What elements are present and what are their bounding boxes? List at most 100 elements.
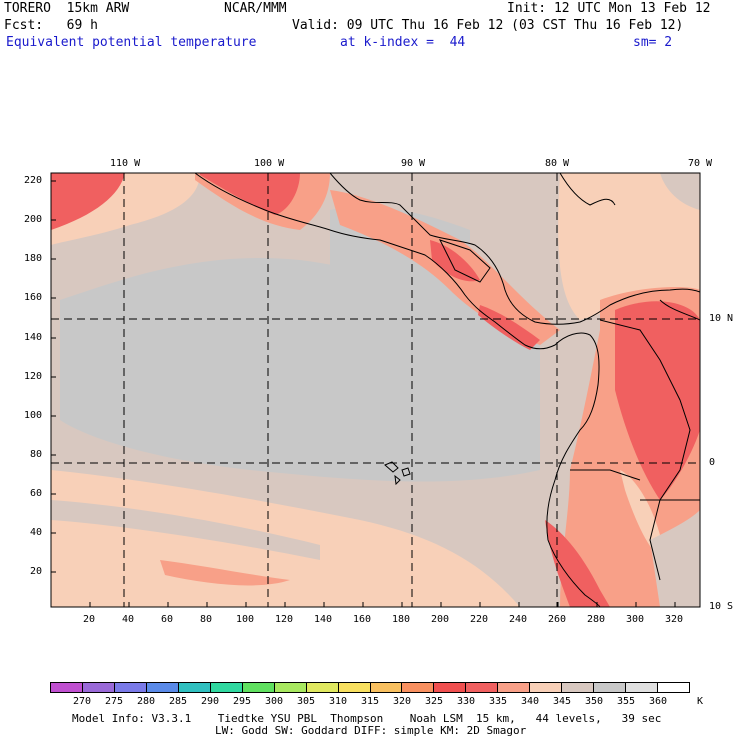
hot-costa-rica (478, 305, 540, 350)
grid-y-80: 80 (30, 449, 43, 460)
hot-honduras (430, 240, 480, 282)
hot-peru-coast (545, 520, 610, 607)
colorbar-swatch (626, 683, 659, 692)
cool-patch-1 (160, 314, 250, 350)
grid-y-160: 160 (24, 292, 43, 303)
field-name: Equivalent potential temperature (6, 35, 257, 50)
colorbar-label: 275 (104, 696, 124, 707)
warm-amazon-streak (620, 470, 665, 560)
physics-info: LW: Godd SW: Goddard DIFF: simple KM: 2D… (215, 724, 527, 737)
smoothing-label: sm= 2 (633, 35, 673, 50)
colorbar-label: 285 (168, 696, 188, 707)
coastlines (194, 173, 700, 607)
colorbar-label: 305 (296, 696, 316, 707)
colorbar-label: 310 (328, 696, 348, 707)
colorbar-label: 280 (136, 696, 156, 707)
colorbar-unit: K (697, 696, 704, 707)
grid-x-20: 20 (83, 614, 96, 625)
grid-x-240: 240 (509, 614, 528, 625)
hot-nw (51, 173, 125, 230)
grid-x-180: 180 (392, 614, 411, 625)
grid-y-20: 20 (30, 566, 43, 577)
colorbar-label: 325 (424, 696, 444, 707)
warm-caribbean (558, 173, 700, 320)
colorbar-swatch (210, 683, 243, 692)
valid-time: Valid: 09 UTC Thu 16 Feb 12 (03 CST Thu … (292, 18, 684, 33)
hot-streak-south (160, 560, 290, 586)
grid-x-260: 260 (548, 614, 567, 625)
cool-patch-2 (380, 376, 470, 426)
colorbar-swatch (594, 683, 627, 692)
org-label: NCAR/MMM (224, 1, 287, 16)
grid-y-100: 100 (24, 410, 43, 421)
mid-caribbean (660, 173, 700, 210)
lat-label-10n: 10 N (709, 313, 734, 324)
colorbar-label: 290 (200, 696, 220, 707)
grid-y-200: 200 (24, 214, 43, 225)
lon-label-100w: 100 W (254, 158, 285, 169)
colorbar-swatch (402, 683, 435, 692)
colorbar-label: 330 (456, 696, 476, 707)
venezuela-coast (659, 299, 700, 321)
colorbar-label: 350 (584, 696, 604, 707)
mid-southeast (650, 510, 700, 607)
grid-x-280: 280 (587, 614, 606, 625)
forecast-hour: Fcst: 69 h (4, 18, 98, 33)
colorbar-swatch (82, 683, 115, 692)
colorbar-label: 355 (616, 696, 636, 707)
grid-y-180: 180 (24, 253, 43, 264)
hot-mexico (200, 173, 300, 215)
colorbar-swatch (146, 683, 179, 692)
model-title: TORERO 15km ARW (4, 1, 130, 16)
colorbar-swatch (242, 683, 275, 692)
colorbar-label: 315 (360, 696, 380, 707)
colorbar-label: 270 (72, 696, 92, 707)
colorbar (50, 682, 690, 693)
colorbar-swatch (562, 683, 595, 692)
colorbar-swatch (178, 683, 211, 692)
colorbar-swatch (530, 683, 563, 692)
lon-label-80w: 80 W (545, 158, 570, 169)
grid-x-320: 320 (665, 614, 684, 625)
honduras-border (439, 239, 491, 283)
colorbar-swatch (114, 683, 147, 692)
grid-x-80: 80 (200, 614, 213, 625)
model-info: Model Info: V3.3.1 Tiedtke YSU PBL Thomp… (72, 712, 662, 725)
bottom-ticks (89, 602, 676, 607)
grid-x-140: 140 (314, 614, 333, 625)
map-frame (50, 172, 701, 608)
colorbar-swatch (306, 683, 339, 692)
colorbar-label: 320 (392, 696, 412, 707)
colorbar-swatch (466, 683, 499, 692)
colorbar-label: 360 (648, 696, 668, 707)
grid-y-120: 120 (24, 371, 43, 382)
colorbar-swatch (51, 683, 83, 692)
colorbar-swatch (498, 683, 531, 692)
colorbar-swatch (434, 683, 467, 692)
colorbar-label: 335 (488, 696, 508, 707)
grid-x-160: 160 (353, 614, 372, 625)
cool-pool-central (60, 258, 540, 482)
colorbar-label: 340 (520, 696, 540, 707)
caribbean-coastline (329, 173, 700, 325)
left-ticks (51, 180, 56, 573)
grid-x-220: 220 (470, 614, 489, 625)
colorbar-label: 295 (232, 696, 252, 707)
colombia-border (599, 319, 691, 581)
grid-y-220: 220 (24, 175, 43, 186)
grid-y-40: 40 (30, 527, 43, 538)
lon-label-70w: 70 W (688, 158, 713, 169)
graticule (51, 173, 700, 607)
colorbar-swatch (658, 683, 690, 692)
grid-x-60: 60 (161, 614, 174, 625)
lon-label-110w: 110 W (110, 158, 141, 169)
lat-label-0: 0 (709, 457, 716, 468)
theta-e-field (51, 173, 700, 607)
colorbar-swatch (370, 683, 403, 692)
grid-y-60: 60 (30, 488, 43, 499)
grid-y-140: 140 (24, 332, 43, 343)
colorbar-label: 300 (264, 696, 284, 707)
grid-x-100: 100 (236, 614, 255, 625)
colorbar-swatch (274, 683, 307, 692)
